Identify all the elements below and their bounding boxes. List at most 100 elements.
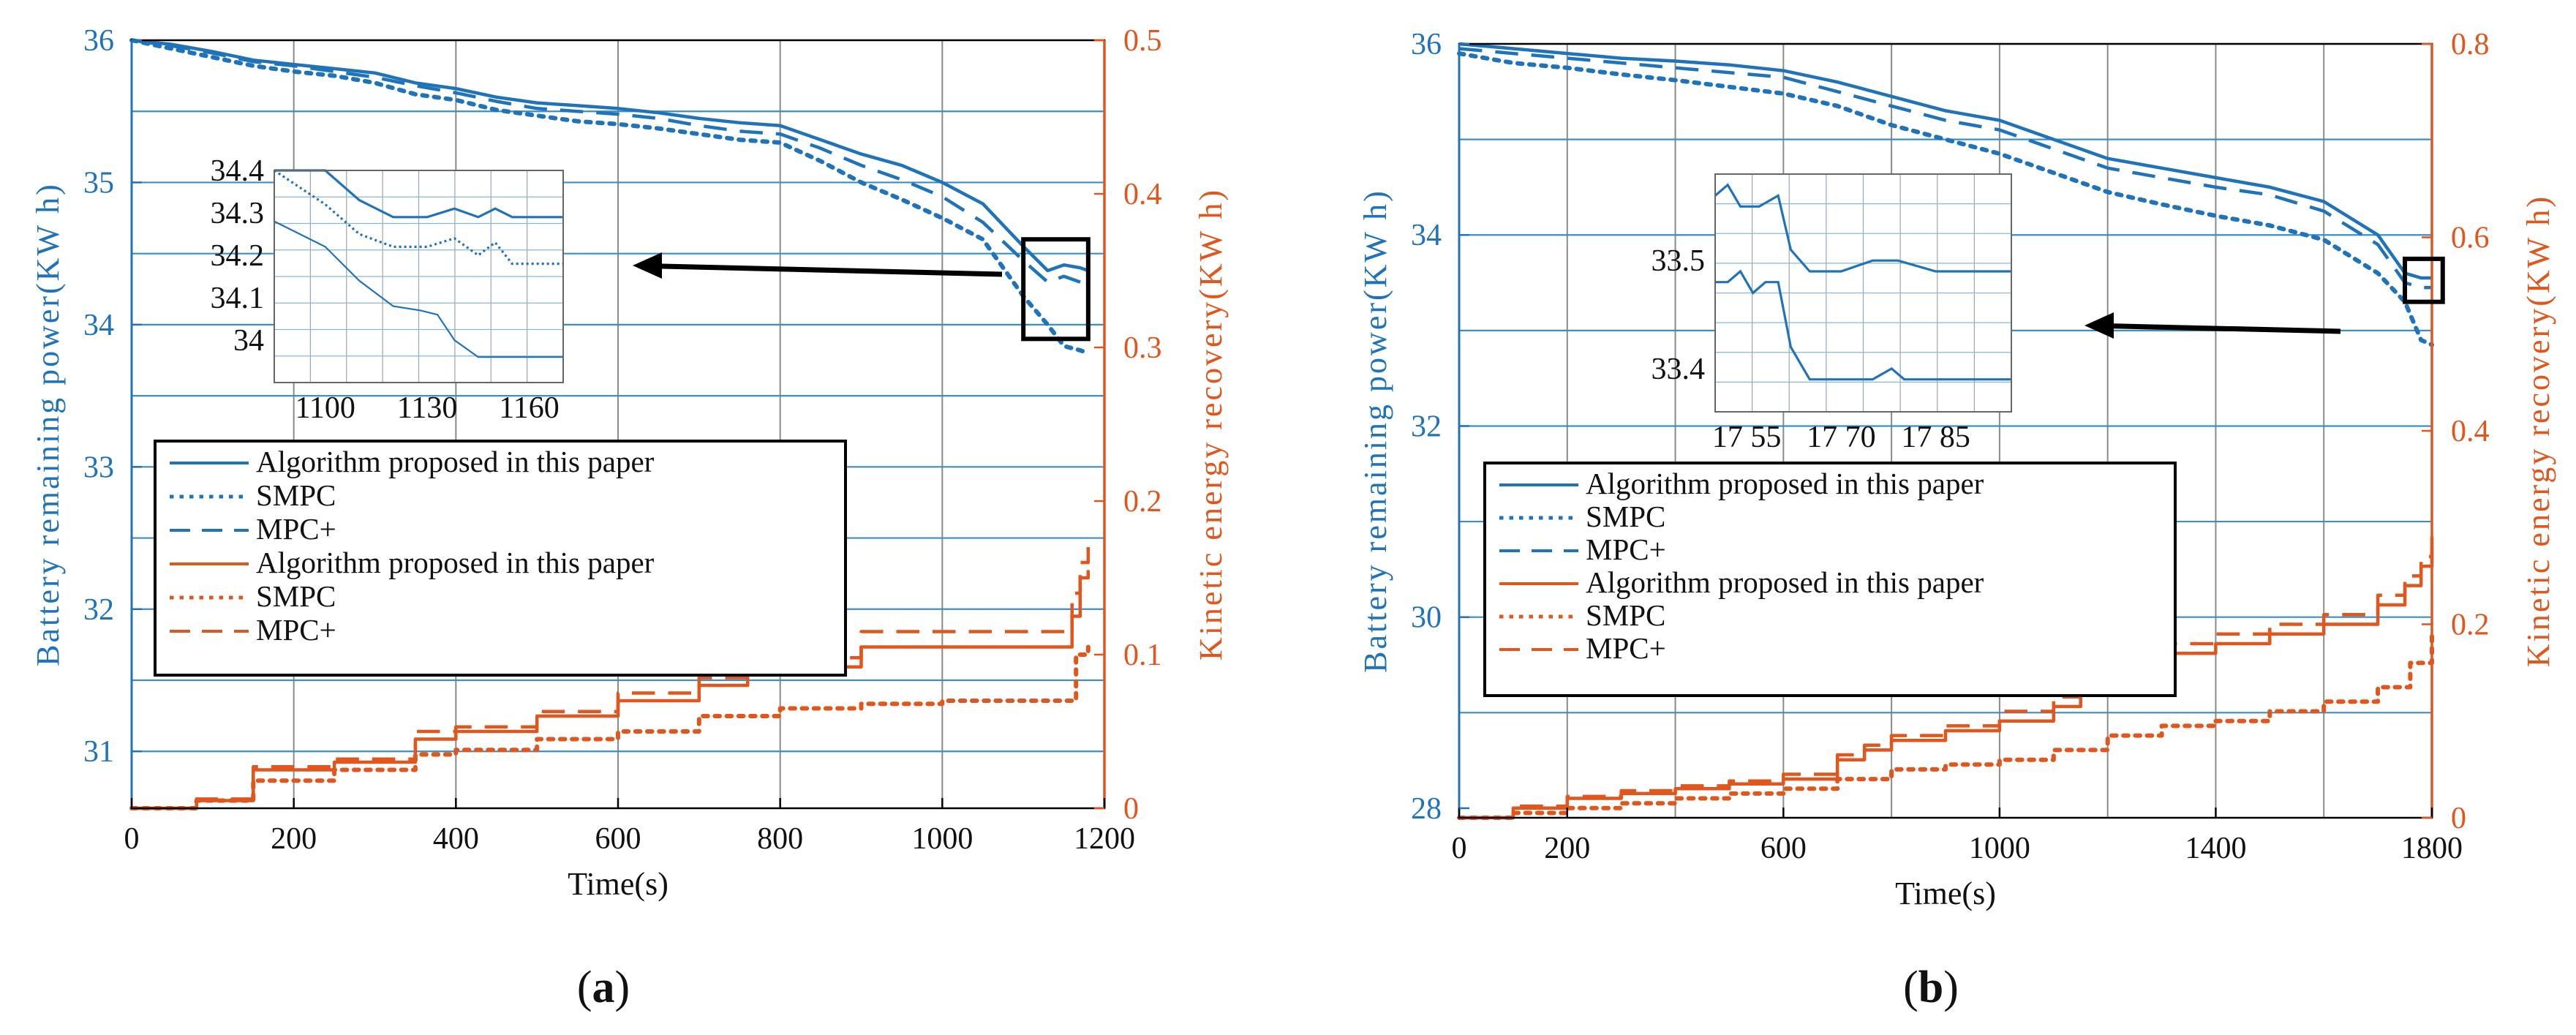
y-right-axis-label: Kinetic energy recovery(KW h) <box>2520 195 2556 667</box>
inset-x-tick-label: 1130 <box>397 391 457 425</box>
legend: Algorithm proposed in this paperSMPCMPC+… <box>1483 462 2177 697</box>
inset-y-tick-label: 33.5 <box>1652 244 1706 278</box>
x-axis-label: Time(s) <box>568 866 669 902</box>
x-tick-label: 600 <box>595 822 641 856</box>
legend-label: Algorithm proposed in this paper <box>1586 467 1984 500</box>
legend-label: MPC+ <box>256 613 336 647</box>
inset-series-solid-line <box>274 169 563 219</box>
panel-b: 0 200 600 1000 1400 1800 28 30 32 34 36 0 0.2 0.4 0.6 0… <box>1357 28 2556 1012</box>
x-tick-label: 1400 <box>2185 832 2246 865</box>
series-orange-dotted-line <box>1457 631 2434 820</box>
inset-series-solid-line <box>1715 269 2011 381</box>
panel-label-a: (a) <box>577 963 630 1012</box>
inset-chart: 17 55 17 70 17 85 33.4 33.5 <box>1652 173 2012 454</box>
y-right-tick-label: 0 <box>2451 802 2466 835</box>
inset-y-tick-label: 34 <box>233 324 264 358</box>
y-right-tick-label: 0.5 <box>1123 24 1162 58</box>
y-left-tick-label: 36 <box>83 24 114 58</box>
inset-chart: 1100 1130 1160 34 34.1 34.2 34.3 34.4 <box>211 154 564 425</box>
legend-label: Algorithm proposed in this paper <box>256 445 655 478</box>
inset-y-tick-label: 33.4 <box>1652 353 1706 386</box>
x-tick-label: 200 <box>1544 832 1590 865</box>
panel-a: 0 200 400 600 800 1000 1200 31 32 33 34 35 36 0 0.1 0.2… <box>30 24 1229 1012</box>
legend-label: MPC+ <box>1586 532 1666 566</box>
inset-y-tick-label: 34.3 <box>211 197 265 230</box>
y-right-tick-label: 0.8 <box>2451 28 2490 61</box>
legend-label: MPC+ <box>256 512 336 546</box>
y-right-tick-label: 0.2 <box>2451 609 2490 642</box>
y-left-tick-label: 31 <box>83 735 114 769</box>
x-tick-label: 600 <box>1760 832 1807 865</box>
y-left-axis-label: Battery remaining power(KW h) <box>1357 189 1393 673</box>
inset-x-tick-label: 1160 <box>499 391 559 425</box>
legend-label: SMPC <box>1586 500 1665 533</box>
legend-label: SMPC <box>1586 598 1665 632</box>
series-blue-solid-line <box>1458 42 2432 280</box>
legend-label: SMPC <box>256 579 336 613</box>
x-tick-label: 400 <box>433 822 479 856</box>
y-right-tick-label: 0.3 <box>1123 331 1162 365</box>
series-orange-dashed-line <box>1459 527 2434 820</box>
zoom-box <box>1021 237 1091 342</box>
y-right-tick-label: 0.6 <box>2451 222 2490 255</box>
y-left-axis-label: Battery remaining power(KW h) <box>30 182 66 666</box>
x-tick-label: 1000 <box>1969 832 2030 865</box>
legend-label: Algorithm proposed in this paper <box>256 546 655 579</box>
x-tick-label: 1800 <box>2401 832 2463 865</box>
y-left-tick-label: 30 <box>1411 601 1442 635</box>
legend-box <box>154 440 847 677</box>
series-orange-dotted-line <box>129 644 1091 810</box>
y-left-tick-label: 36 <box>1411 28 1442 61</box>
legend-label: Algorithm proposed in this paper <box>1586 565 1984 599</box>
inset-series-solid-line <box>1714 183 2011 273</box>
legend-label: MPC+ <box>1586 631 1666 665</box>
x-tick-label: 0 <box>124 822 140 856</box>
inset-x-tick-label: 17 85 <box>1901 421 1970 454</box>
zoom-arrow-head <box>633 252 662 279</box>
y-left-tick-label: 34 <box>83 309 114 342</box>
inset-frame <box>1714 173 2012 413</box>
series-blue-dotted-line <box>129 38 1091 355</box>
panel-label-paren-close: ) <box>615 963 630 1012</box>
y-left-tick-label: 32 <box>1411 410 1442 443</box>
series-blue-dashed-line <box>1458 47 2432 290</box>
y-left-tick-label: 34 <box>1411 219 1442 252</box>
zoom-arrow-shaft <box>2106 323 2341 334</box>
legend: Algorithm proposed in this paperSMPCMPC+… <box>154 440 847 677</box>
series-blue-dotted-line <box>1457 51 2434 347</box>
inset-y-tick-label: 34.2 <box>211 239 265 273</box>
inset-series-dotted-line <box>274 169 563 266</box>
inset-series-solid-thin-line <box>274 220 563 358</box>
inset-y-tick-label: 34.4 <box>211 154 265 188</box>
y-left-tick-label: 32 <box>83 593 114 627</box>
y-left-tick-label: 33 <box>83 451 114 484</box>
panel-label-letter: a <box>592 963 615 1012</box>
y-right-tick-label: 0.4 <box>1123 178 1162 211</box>
x-tick-label: 1000 <box>911 822 973 856</box>
x-tick-label: 1200 <box>1074 822 1135 856</box>
zoom-arrow-head <box>2084 312 2114 339</box>
y-right-axis-label: Kinetic energy recovery(KW h) <box>1193 188 1229 660</box>
y-right-tick-label: 0 <box>1123 792 1139 826</box>
y-right-tick-label: 0.1 <box>1123 639 1162 672</box>
y-right-tick-label: 0.4 <box>2451 415 2490 448</box>
x-tick-label: 0 <box>1452 832 1467 865</box>
inset-x-tick-label: 1100 <box>295 391 355 425</box>
panel-label-letter: b <box>1918 963 1943 1012</box>
inset-y-tick-label: 34.1 <box>211 282 265 315</box>
legend-label: SMPC <box>256 478 336 512</box>
zoom-box <box>2403 256 2445 304</box>
panel-label-paren-open: ( <box>1903 963 1918 1012</box>
inset-frame <box>274 170 564 383</box>
panel-label-paren-open: ( <box>577 963 592 1012</box>
inset-x-tick-label: 17 70 <box>1807 421 1876 454</box>
series-blue-solid-line <box>131 38 1089 273</box>
zoom-arrow-shaft <box>654 263 1003 277</box>
x-axis-label: Time(s) <box>1895 876 1996 911</box>
panel-label-b: (b) <box>1903 963 1959 1012</box>
panel-label-paren-close: ) <box>1943 963 1959 1012</box>
y-right-tick-label: 0.2 <box>1123 485 1162 519</box>
x-tick-label: 200 <box>271 822 317 856</box>
x-tick-label: 800 <box>757 822 803 856</box>
